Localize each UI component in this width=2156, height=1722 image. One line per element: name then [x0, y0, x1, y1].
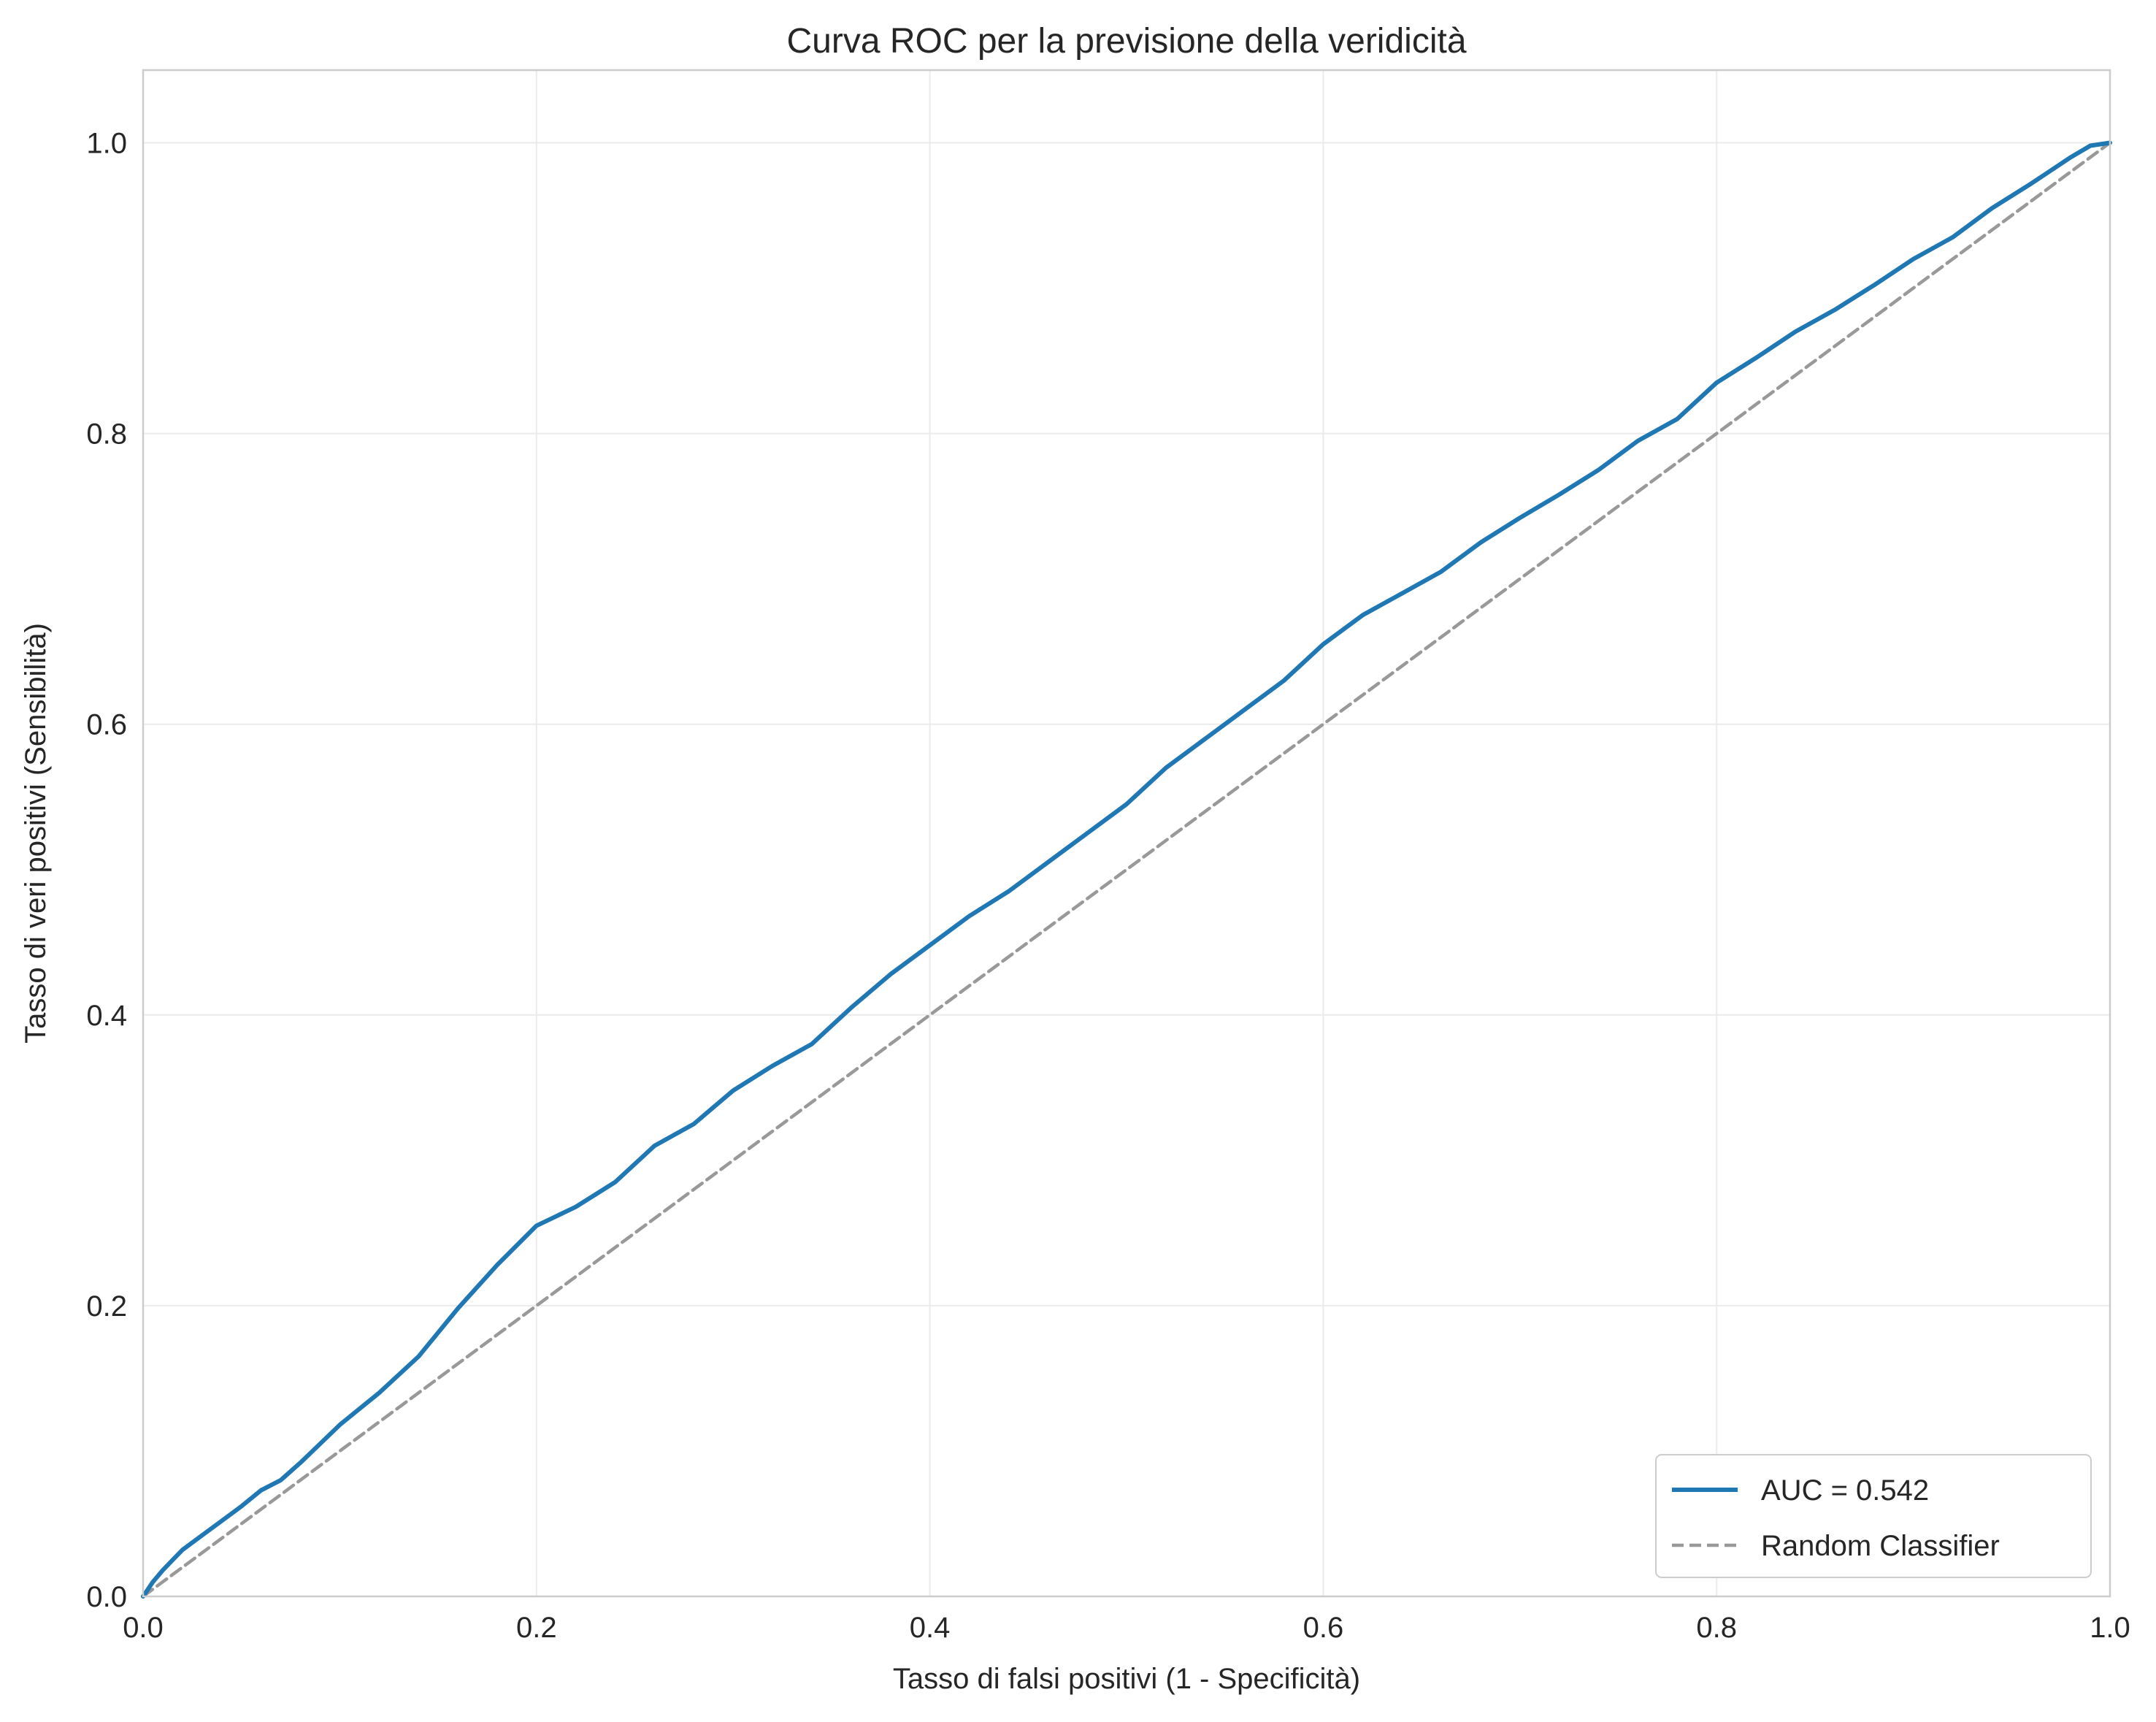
x-tick-label: 1.0	[2090, 1612, 2130, 1644]
grid-layer	[142, 70, 2111, 1597]
legend-label-auc: AUC = 0.542	[1761, 1474, 1929, 1507]
y-tick-label: 0.4	[86, 1000, 127, 1032]
y-axis-label: Tasso di veri positivi (Sensibilità)	[20, 623, 52, 1044]
y-tick-label: 1.0	[86, 128, 127, 160]
y-tick-label: 0.2	[86, 1290, 127, 1323]
plot-area-frame	[142, 69, 2111, 1598]
series-layer	[141, 140, 2112, 1599]
plot-area-background	[143, 70, 2110, 1596]
x-axis-label: Tasso di falsi positivi (1 - Specificità…	[893, 1663, 1360, 1695]
chart-title: Curva ROC per la previsione della veridi…	[786, 22, 1466, 61]
legend: AUC = 0.542 Random Classifier	[1655, 1454, 2092, 1578]
legend-box	[1655, 1454, 2092, 1578]
random-classifier-line	[141, 141, 2112, 1599]
y-tick-label: 0.8	[86, 418, 127, 451]
tick-labels: 0.0 0.2 0.4 0.6 0.8 1.0 0.0 0.2 0.4 0.6 0.8 1.0	[86, 128, 2130, 1644]
roc-curve-line	[141, 140, 2112, 1599]
x-tick-label: 0.6	[1303, 1612, 1344, 1644]
y-tick-label: 0.0	[86, 1581, 127, 1613]
x-tick-label: 0.0	[123, 1612, 164, 1644]
x-tick-label: 0.8	[1696, 1612, 1737, 1644]
legend-label-random-classifier: Random Classifier	[1761, 1530, 2000, 1562]
y-tick-label: 0.6	[86, 709, 127, 741]
x-tick-label: 0.4	[910, 1612, 951, 1644]
x-tick-label: 0.2	[516, 1612, 557, 1644]
